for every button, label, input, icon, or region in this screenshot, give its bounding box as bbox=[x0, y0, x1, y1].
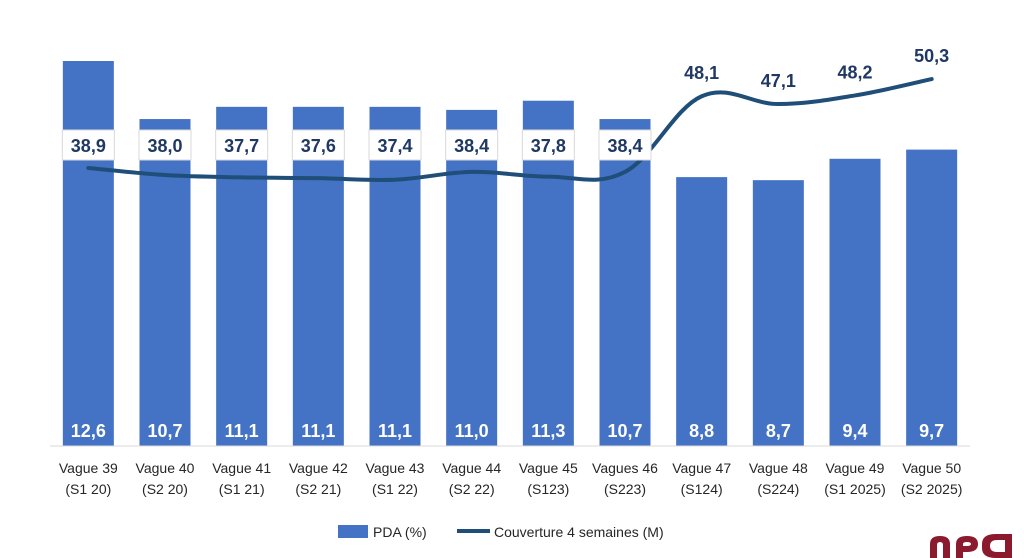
x-tick-label-4: Vague 43 bbox=[366, 460, 425, 476]
bar-value-label-7: 10,7 bbox=[607, 421, 642, 441]
x-tick-label-8: Vague 47 bbox=[672, 460, 731, 476]
bar-0 bbox=[62, 61, 114, 446]
line-layer bbox=[86, 77, 934, 183]
bar-7 bbox=[599, 119, 651, 447]
bar-9 bbox=[752, 180, 804, 446]
bar-value-label-10: 9,4 bbox=[842, 421, 867, 441]
bar-value-label-2: 11,1 bbox=[225, 421, 259, 441]
x-tick-label-0: Vague 39 bbox=[59, 460, 118, 476]
coverage-label-box-4 bbox=[368, 129, 422, 161]
x-tick-sublabel-0: (S1 20) bbox=[65, 481, 111, 497]
x-tick-sublabel-9: (S224) bbox=[757, 481, 799, 497]
bar-value-label-6: 11,3 bbox=[531, 421, 565, 441]
x-tick-label-1: Vague 40 bbox=[136, 460, 195, 476]
coverage-label-box-1 bbox=[138, 129, 192, 161]
coverage-value-label-11: 50,3 bbox=[914, 46, 949, 66]
coverage-label-box-7 bbox=[598, 129, 652, 161]
bar-3 bbox=[292, 106, 344, 446]
bar-8 bbox=[676, 177, 728, 446]
bar-value-label-5: 11,0 bbox=[455, 421, 489, 441]
coverage-value-label-5: 38,4 bbox=[454, 136, 489, 156]
x-tick-label-3: Vague 42 bbox=[289, 460, 348, 476]
logo-shape-2 bbox=[956, 536, 978, 558]
coverage-value-label-10: 48,2 bbox=[837, 62, 872, 82]
x-tick-sublabel-1: (S2 20) bbox=[142, 481, 188, 497]
coverage-label-box-5 bbox=[445, 129, 499, 161]
legend: PDA (%) Couverture 4 semaines (M) bbox=[338, 524, 664, 540]
x-tick-label-10: Vague 49 bbox=[826, 460, 885, 476]
x-tick-label-9: Vague 48 bbox=[749, 460, 808, 476]
legend-label-line: Couverture 4 semaines (M) bbox=[494, 524, 664, 540]
bar-value-label-8: 8,8 bbox=[689, 421, 714, 441]
coverage-value-label-3: 37,6 bbox=[301, 136, 336, 156]
bar-10 bbox=[829, 158, 881, 446]
coverage-value-label-4: 37,4 bbox=[377, 136, 412, 156]
coverage-value-label-9: 47,1 bbox=[761, 71, 796, 91]
coverage-line bbox=[86, 77, 934, 183]
logo-shape-1 bbox=[930, 536, 950, 558]
x-tick-sublabel-10: (S1 2025) bbox=[824, 481, 885, 497]
x-tick-sublabel-11: (S2 2025) bbox=[901, 481, 962, 497]
x-tick-sublabel-6: (S123) bbox=[527, 481, 569, 497]
bar-1 bbox=[139, 119, 191, 447]
x-tick-sublabel-7: (S223) bbox=[604, 481, 646, 497]
x-tick-label-11: Vague 50 bbox=[902, 460, 961, 476]
coverage-value-label-2: 37,7 bbox=[224, 136, 259, 156]
x-tick-sublabel-8: (S124) bbox=[681, 481, 723, 497]
legend-label-bar: PDA (%) bbox=[373, 524, 427, 540]
bar-value-label-11: 9,7 bbox=[919, 421, 944, 441]
x-tick-sublabel-2: (S1 21) bbox=[219, 481, 265, 497]
bar-value-label-3: 11,1 bbox=[301, 421, 335, 441]
x-tick-labels: Vague 39 (S1 20) Vague 40 (S2 20) Vague 41 (S… bbox=[59, 460, 963, 497]
bar-value-label-0: 12,6 bbox=[71, 421, 106, 441]
bar-value-label-9: 8,7 bbox=[766, 421, 791, 441]
x-tick-label-5: Vague 44 bbox=[442, 460, 501, 476]
coverage-label-box-3 bbox=[291, 129, 345, 161]
coverage-label-box-6 bbox=[521, 129, 575, 161]
bar-value-label-4: 11,1 bbox=[378, 421, 412, 441]
x-tick-sublabel-5: (S2 22) bbox=[449, 481, 495, 497]
legend-swatch-bar bbox=[338, 525, 368, 538]
bar-4 bbox=[369, 106, 421, 446]
coverage-label-box-0 bbox=[61, 129, 115, 161]
x-tick-label-6: Vague 45 bbox=[519, 460, 578, 476]
logo bbox=[914, 530, 1024, 558]
coverage-value-label-7: 38,4 bbox=[607, 136, 642, 156]
coverage-value-label-1: 38,0 bbox=[147, 136, 182, 156]
bar-11 bbox=[906, 149, 958, 446]
labels-layer: 12,6 10,7 11,1 11,1 11,1 11,0 11,3 10,7 8,8 8,7 9,… bbox=[61, 46, 949, 441]
logo-mark bbox=[930, 534, 1012, 558]
coverage-value-label-8: 48,1 bbox=[684, 63, 719, 83]
x-tick-sublabel-4: (S1 22) bbox=[372, 481, 418, 497]
bar-value-label-1: 10,7 bbox=[147, 421, 182, 441]
coverage-label-box-2 bbox=[215, 129, 269, 161]
x-tick-sublabel-3: (S2 21) bbox=[295, 481, 341, 497]
bar-2 bbox=[216, 106, 268, 446]
coverage-value-label-6: 37,8 bbox=[531, 136, 566, 156]
x-tick-label-2: Vague 41 bbox=[212, 460, 271, 476]
x-tick-label-7: Vagues 46 bbox=[592, 460, 658, 476]
bars-layer bbox=[62, 61, 958, 447]
bar-5 bbox=[446, 109, 498, 446]
logo-shape-3 bbox=[982, 534, 1012, 558]
coverage-value-label-0: 38,9 bbox=[71, 136, 106, 156]
